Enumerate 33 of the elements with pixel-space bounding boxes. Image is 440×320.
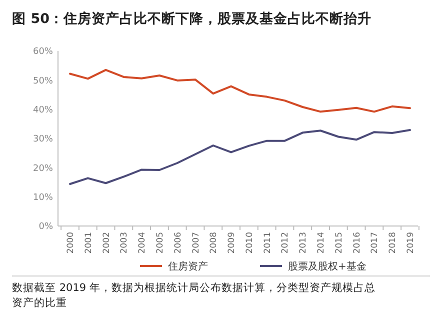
y-tick-label: 0% — [38, 222, 54, 232]
x-tick-label: 2013 — [298, 232, 309, 254]
x-tick-label: 2010 — [244, 232, 255, 254]
text: 数据截至 2019 年，数据为根据统计局公布数据计算，分类型资产规模占总资产的比重 — [12, 281, 376, 309]
chart-title: 图 50：住房资产占比不断下降，股票及基金占比不断抬升 — [12, 10, 372, 27]
y-tick-label: 50% — [32, 76, 54, 86]
legend-label: 住房资产 — [168, 260, 208, 272]
x-tick-label: 2000 — [66, 232, 76, 254]
line-series — [69, 68, 411, 113]
y-tick-label: 60% — [32, 47, 54, 58]
x-tick-label: 2016 — [352, 232, 362, 254]
legend-label: 股票及股权+基金 — [288, 260, 366, 272]
x-tick-label: 2015 — [334, 232, 344, 254]
x-tick-label: 2007 — [191, 232, 202, 254]
x-tick-label: 2008 — [209, 232, 220, 254]
x-tick-label: 2009 — [227, 232, 238, 254]
line-series — [69, 129, 411, 185]
x-tick-label: 2017 — [370, 232, 380, 254]
y-tick-label: 40% — [32, 105, 54, 116]
x-tick-label: 2004 — [138, 232, 148, 254]
y-tick-label: 30% — [32, 134, 54, 145]
x-tick-label: 2018 — [388, 232, 398, 254]
y-tick-label: 10% — [32, 192, 54, 203]
x-tick-label: 2019 — [406, 232, 416, 254]
x-tick-label: 2006 — [173, 232, 184, 254]
y-tick-label: 20% — [32, 164, 54, 174]
x-tick-label: 2001 — [84, 232, 94, 254]
x-tick-label: 2005 — [155, 232, 166, 254]
x-tick-label: 2011 — [262, 232, 273, 254]
x-tick-label: 2003 — [120, 232, 130, 254]
x-tick-label: 2012 — [280, 232, 291, 254]
x-tick-label: 2014 — [316, 232, 327, 254]
x-tick-label: 2002 — [102, 232, 112, 254]
